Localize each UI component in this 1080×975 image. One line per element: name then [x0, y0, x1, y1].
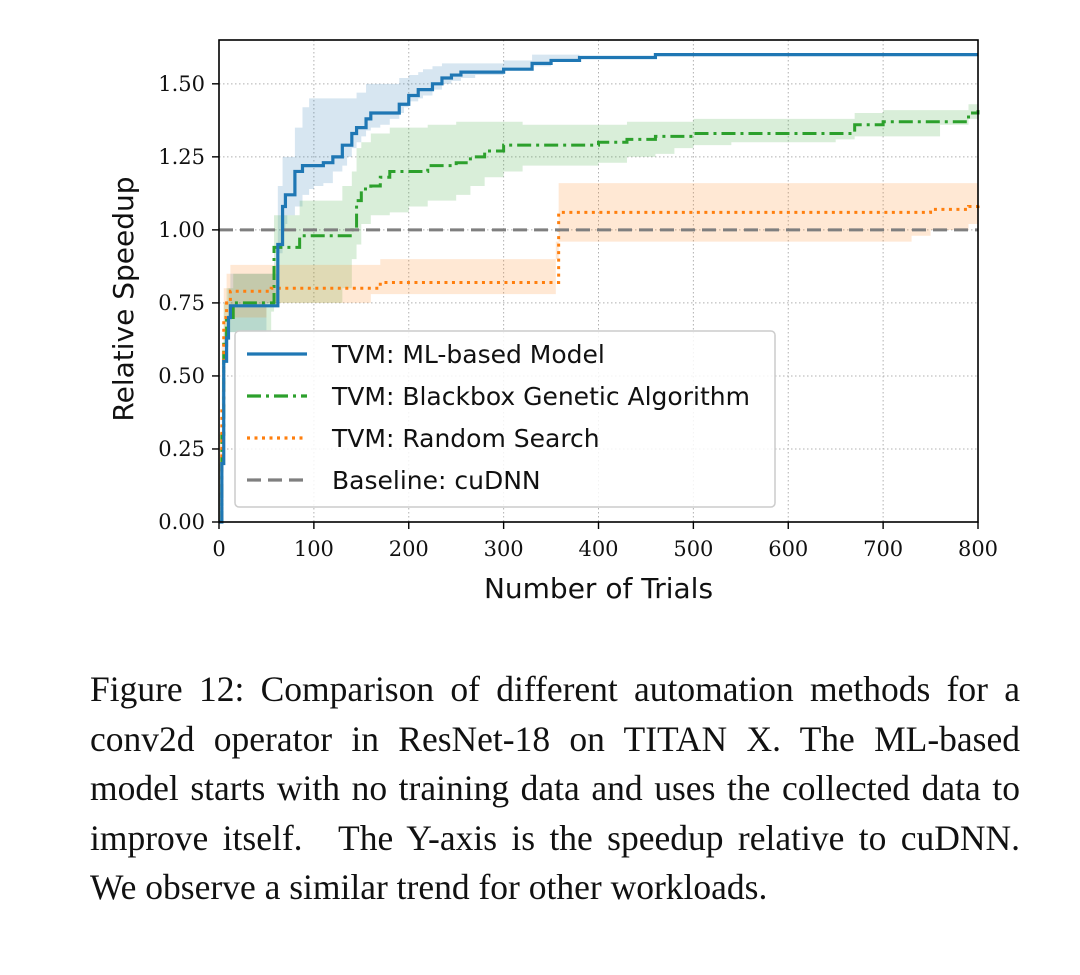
legend-box	[234, 330, 776, 508]
y-tick-label: 1.50	[158, 72, 205, 96]
y-axis-label: Relative Speedup	[107, 176, 140, 421]
x-tick-label: 400	[578, 537, 618, 561]
legend-label-tvm-random-search: TVM: Random Search	[331, 424, 600, 453]
x-axis-label: Number of Trials	[484, 572, 713, 605]
axis-ticks: 0 100 200 300 400 500 600 700 800 0.00 0.25 0.50 0.7…	[158, 72, 998, 561]
legend: TVM: ML-based Model TVM: Blackbox Genetic…	[234, 330, 776, 508]
chart: 0 100 200 300 400 500 600 700 800 0.00 0.25 0.50 0.7…	[107, 39, 998, 605]
y-tick-label: 0.00	[158, 510, 205, 534]
y-tick-label: 0.75	[158, 291, 205, 315]
tvm-ml-based-model-line	[219, 53, 978, 524]
y-tick-label: 1.25	[158, 145, 205, 169]
tvm-blackbox-genetic-algorithm-line	[219, 110, 980, 524]
y-tick-label: 0.25	[158, 437, 205, 461]
figure-caption: Figure 12: Comparison of different autom…	[90, 669, 1020, 907]
tvm-random-search-band	[219, 183, 978, 522]
legend-label-baseline-cudnn: Baseline: cuDNN	[332, 466, 541, 495]
x-tick-label: 0	[212, 537, 225, 561]
x-tick-label: 600	[768, 537, 808, 561]
tvm-random-search-line	[219, 203, 980, 524]
y-tick-label: 1.00	[158, 218, 205, 242]
series-lines	[219, 53, 980, 524]
legend-label-tvm-blackbox-genetic-algorithm: TVM: Blackbox Genetic Algorithm	[331, 382, 750, 411]
y-tick-label: 0.50	[158, 364, 205, 388]
x-tick-label: 800	[958, 537, 998, 561]
x-tick-label: 200	[389, 537, 429, 561]
legend-label-tvm-ml-based-model: TVM: ML-based Model	[331, 340, 605, 369]
tvm-blackbox-genetic-algorithm-band	[219, 101, 978, 522]
x-tick-label: 700	[863, 537, 903, 561]
confidence-bands	[219, 54, 978, 523]
x-tick-label: 300	[484, 537, 524, 561]
x-tick-label: 100	[294, 537, 334, 561]
x-tick-label: 500	[673, 537, 713, 561]
